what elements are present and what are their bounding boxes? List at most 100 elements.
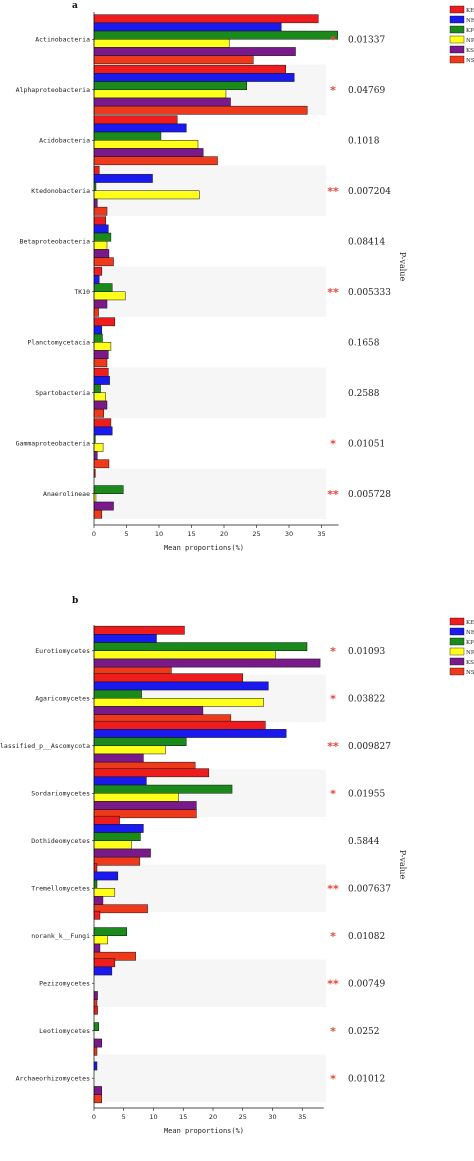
bar-KS-Dothideomycetes [93,848,151,858]
category-band [94,864,326,912]
bar-NE-Dothideomycetes [93,824,144,833]
bar-KS-norank_k__Fungi [93,943,101,953]
legend-label-NP: NP [466,38,474,44]
bar-NP-Agaricomycetes [93,698,264,707]
legend-label-KE: KE [466,8,474,14]
bar-KP-TK10 [93,283,113,292]
bar-KE-TK10 [93,266,103,276]
category-label: Acidobacteria [39,136,90,144]
bar-KE-Gammaproteobacteria [93,418,112,428]
bar-KE-Betaproteobacteria [93,216,106,226]
bar-NE-Acidobacteria [93,123,187,133]
p-value-axis-title: P-value [398,252,407,282]
category-label: norank_k__Fungi [31,932,90,940]
bar-KS-Tremellomycetes [93,896,104,905]
bar-KP-Eurotiomycetes [93,642,308,651]
significance-marker: ** [327,740,339,753]
bar-NP-unclassified_p__Ascomycota [93,745,166,755]
bar-KP-Actinobacteria [93,30,338,40]
bar-KP-Tremellomycetes [93,879,98,889]
significance-marker: * [330,437,336,450]
bar-NP-Ktedonobacteria [93,190,200,200]
bar-NP-Alphaproteobacteria [93,89,227,99]
p-value-label: 0.03822 [348,694,385,704]
bar-KS-Archaeorhizomycetes [93,1086,102,1095]
bar-KP-Alphaproteobacteria [93,81,247,91]
bar-KP-Sordariomycetes [93,784,233,794]
category-band [94,367,326,418]
legend-label-KP: KP [466,640,474,646]
bar-NS-TK10 [93,307,99,317]
x-tick-label: 20 [220,530,228,538]
bar-KP-Betaproteobacteria [93,232,112,242]
bar-KP-Anaerolineae [93,485,124,494]
bar-NE-Archaeorhizomycetes [93,1061,98,1071]
bar-KE-Pezizomycetes [93,958,116,968]
significance-marker: * [330,1072,336,1085]
bar-NE-Pezizomycetes [93,966,113,976]
bar-NS-Leotiomycetes [93,1046,98,1056]
bar-NE-Spartobacteria [93,376,110,385]
legend-label-KS: KS [466,660,474,666]
x-tick-label: 30 [285,530,293,538]
bar-NS-Archaeorhizomycetes [93,1094,102,1104]
legend-swatch-NS [449,55,465,64]
bar-NS-Ktedonobacteria [93,206,108,216]
p-value-label: 0.007637 [348,884,391,894]
p-value-label: 0.005333 [348,288,391,298]
p-value-label: 0.00749 [348,979,385,989]
legend-swatch-KP [449,25,465,34]
bar-KS-TK10 [93,299,108,309]
category-label: Alphaproteobacteria [16,86,90,94]
x-tick-label: 35 [298,1113,306,1121]
p-value-label: 0.007204 [348,187,391,197]
bar-NE-Tremellomycetes [93,871,119,881]
category-band [94,1054,326,1102]
significance-marker: ** [327,882,339,895]
bar-KS-Betaproteobacteria [93,249,110,258]
legend-swatch-NE [449,627,465,636]
bar-KE-Planctomycetacia [93,317,116,327]
significance-marker: ** [327,286,339,299]
bar-KE-Tremellomycetes [93,863,98,873]
bar-KE-Spartobacteria [93,367,109,377]
bar-KP-Planctomycetacia [93,333,103,343]
x-tick-label: 30 [268,1113,276,1121]
significance-marker: * [330,84,336,97]
legend-label-NE: NE [466,630,474,636]
bar-NE-Gammaproteobacteria [93,426,113,436]
legend-label-NS: NS [466,670,474,676]
bar-NE-Actinobacteria [93,22,282,32]
bar-NP-Gammaproteobacteria [93,443,104,452]
bar-NS-Dothideomycetes [93,856,141,866]
legend-label-KS: KS [466,48,474,54]
bar-KE-Actinobacteria [93,14,319,24]
bar-KP-norank_k__Fungi [93,927,127,936]
x-tick-label: 35 [317,530,325,538]
p-value-label: 0.01093 [348,647,385,657]
legend-swatch-KS [449,657,465,666]
bar-KE-Sordariomycetes [93,768,210,778]
category-label: Tremellomycetes [31,884,90,892]
p-value-label: 0.5844 [348,837,380,847]
bar-NS-Betaproteobacteria [93,257,114,267]
category-label: Dothideomycetes [31,837,90,845]
bar-NE-Agaricomycetes [93,681,269,691]
bar-NE-TK10 [93,275,100,284]
x-axis-label: Mean proportions(%) [164,544,244,552]
category-label: Ktedonobacteria [31,187,90,195]
bar-NP-Planctomycetacia [93,342,112,351]
category-label: Agaricomycetes [35,694,90,702]
bar-KE-Leotiomycetes [93,1005,98,1015]
bar-KS-Planctomycetacia [93,350,109,359]
bar-NS-Alphaproteobacteria [93,105,308,115]
bar-NP-Sordariomycetes [93,793,179,802]
category-label: Actinobacteria [35,35,90,43]
bar-KP-unclassified_p__Ascomycota [93,737,187,746]
bar-NP-Spartobacteria [93,392,106,402]
legend-label-NP: NP [466,650,474,656]
legend-swatch-KS [449,45,465,54]
x-tick-label: 25 [239,1113,247,1121]
legend-label-KP: KP [466,28,474,34]
